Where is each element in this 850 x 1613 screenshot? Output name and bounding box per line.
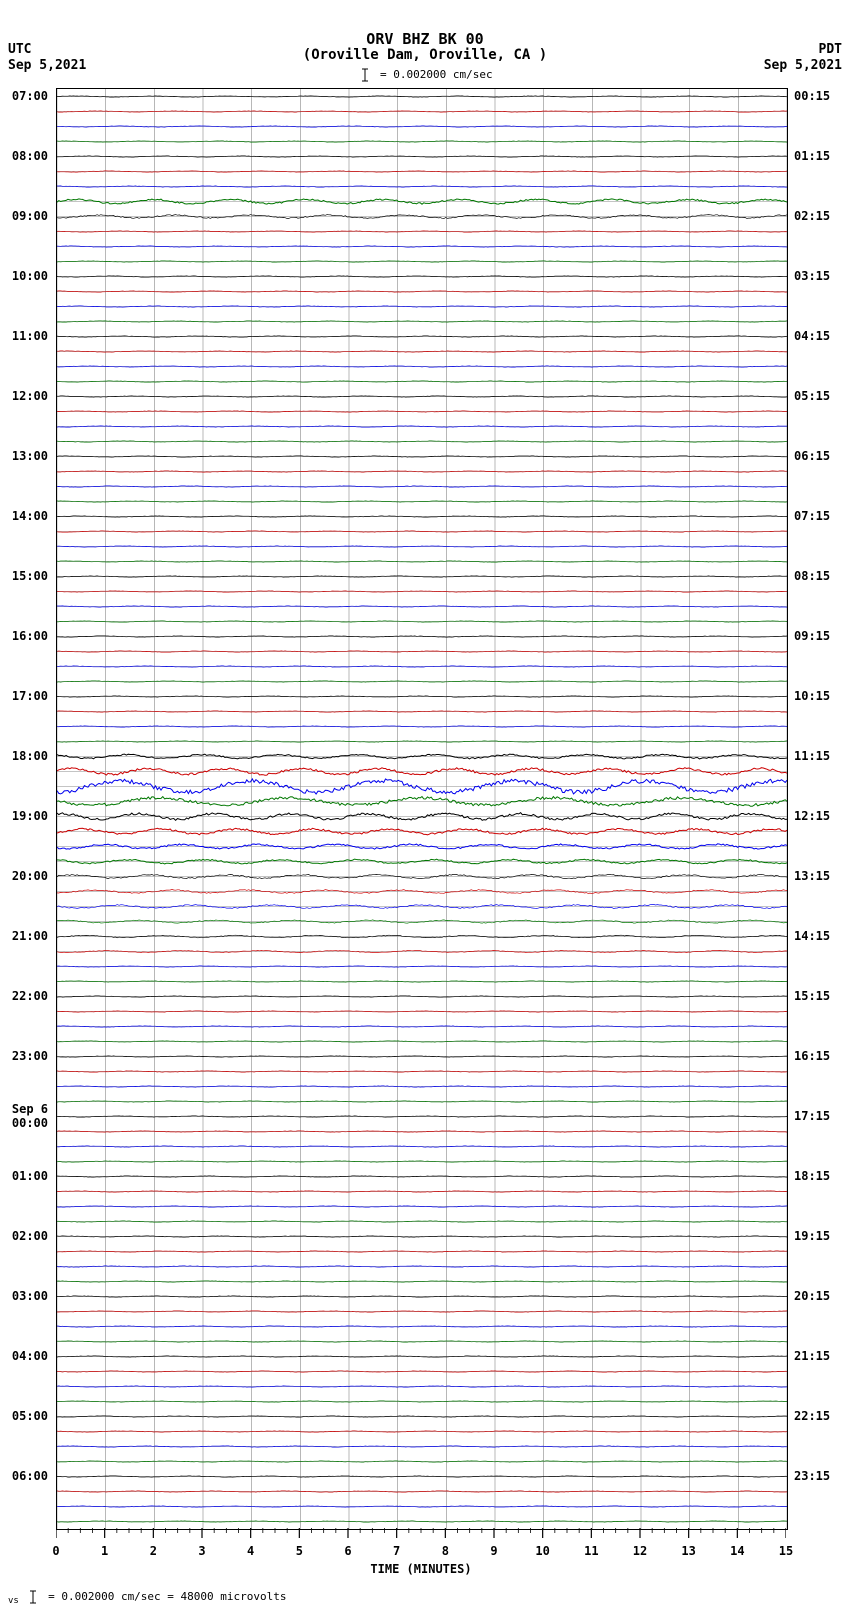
left-hour-label: 09:00 xyxy=(12,209,48,223)
left-hour-label: 17:00 xyxy=(12,689,48,703)
station-subtitle: (Oroville Dam, Oroville, CA ) xyxy=(0,47,850,63)
right-hour-label: 16:15 xyxy=(794,1049,830,1063)
x-tick-label: 4 xyxy=(247,1544,254,1558)
right-hour-label: 08:15 xyxy=(794,569,830,583)
left-hour-label: 06:00 xyxy=(12,1469,48,1483)
tz-right: PDT xyxy=(819,42,842,57)
left-hour-label: 10:00 xyxy=(12,269,48,283)
left-hour-label: 16:00 xyxy=(12,629,48,643)
x-tick-label: 10 xyxy=(535,1544,549,1558)
x-tick-label: 15 xyxy=(779,1544,793,1558)
right-hour-label: 19:15 xyxy=(794,1229,830,1243)
right-hour-label: 21:15 xyxy=(794,1349,830,1363)
x-tick-label: 12 xyxy=(633,1544,647,1558)
left-hour-label: 07:00 xyxy=(12,89,48,103)
date-right: Sep 5,2021 xyxy=(764,58,842,73)
tz-left: UTC xyxy=(8,42,31,57)
scale-label: = 0.002000 cm/sec xyxy=(0,68,850,82)
left-hour-label: Sep 600:00 xyxy=(12,1102,48,1130)
x-axis-ticks xyxy=(56,1528,786,1544)
footer-scale: vs = 0.002000 cm/sec = 48000 microvolts xyxy=(8,1590,287,1606)
helicorder-svg xyxy=(57,89,787,1529)
right-hour-label: 04:15 xyxy=(794,329,830,343)
x-tick-label: 14 xyxy=(730,1544,744,1558)
left-hour-label: 11:00 xyxy=(12,329,48,343)
x-tick-label: 2 xyxy=(150,1544,157,1558)
right-hour-label: 05:15 xyxy=(794,389,830,403)
right-hour-label: 09:15 xyxy=(794,629,830,643)
x-tick-label: 13 xyxy=(681,1544,695,1558)
x-tick-label: 5 xyxy=(296,1544,303,1558)
x-tick-label: 8 xyxy=(442,1544,449,1558)
right-hour-label: 13:15 xyxy=(794,869,830,883)
left-hour-label: 21:00 xyxy=(12,929,48,943)
station-title: ORV BHZ BK 00 xyxy=(0,30,850,48)
left-hour-label: 08:00 xyxy=(12,149,48,163)
x-tick-label: 0 xyxy=(52,1544,59,1558)
right-time-labels: 00:15 01:15 02:15 03:15 04:15 05:15 06:15 07:15… xyxy=(790,88,848,1528)
x-tick-label: 11 xyxy=(584,1544,598,1558)
date-left: Sep 5,2021 xyxy=(8,58,86,73)
x-axis: 0123456789101112131415 TIME (MINUTES) xyxy=(56,1528,786,1588)
left-hour-label: 14:00 xyxy=(12,509,48,523)
seismogram-container: ORV BHZ BK 00 (Oroville Dam, Oroville, C… xyxy=(0,0,850,1613)
right-hour-label: 14:15 xyxy=(794,929,830,943)
left-hour-label: 02:00 xyxy=(12,1229,48,1243)
right-hour-label: 11:15 xyxy=(794,749,830,763)
right-hour-label: 15:15 xyxy=(794,989,830,1003)
x-tick-label: 9 xyxy=(490,1544,497,1558)
left-hour-label: 04:00 xyxy=(12,1349,48,1363)
left-hour-label: 23:00 xyxy=(12,1049,48,1063)
footer-text: = 0.002000 cm/sec = 48000 microvolts xyxy=(48,1590,286,1603)
right-hour-label: 22:15 xyxy=(794,1409,830,1423)
right-hour-label: 03:15 xyxy=(794,269,830,283)
right-hour-label: 23:15 xyxy=(794,1469,830,1483)
left-hour-label: 15:00 xyxy=(12,569,48,583)
helicorder-plot xyxy=(56,88,788,1530)
scale-text: = 0.002000 cm/sec xyxy=(380,68,493,81)
right-hour-label: 12:15 xyxy=(794,809,830,823)
left-hour-label: 03:00 xyxy=(12,1289,48,1303)
right-hour-label: 20:15 xyxy=(794,1289,830,1303)
left-hour-label: 12:00 xyxy=(12,389,48,403)
left-hour-label: 18:00 xyxy=(12,749,48,763)
right-hour-label: 01:15 xyxy=(794,149,830,163)
right-hour-label: 06:15 xyxy=(794,449,830,463)
left-time-labels: 07:00 08:00 09:00 10:00 11:00 12:00 13:00 14:00… xyxy=(0,88,52,1528)
left-hour-label: 22:00 xyxy=(12,989,48,1003)
x-tick-label: 6 xyxy=(344,1544,351,1558)
right-hour-label: 07:15 xyxy=(794,509,830,523)
x-tick-label: 7 xyxy=(393,1544,400,1558)
x-tick-label: 3 xyxy=(198,1544,205,1558)
left-hour-label: 13:00 xyxy=(12,449,48,463)
x-axis-title: TIME (MINUTES) xyxy=(56,1562,786,1576)
right-hour-label: 17:15 xyxy=(794,1109,830,1123)
left-hour-label: 01:00 xyxy=(12,1169,48,1183)
x-tick-label: 1 xyxy=(101,1544,108,1558)
right-hour-label: 18:15 xyxy=(794,1169,830,1183)
right-hour-label: 00:15 xyxy=(794,89,830,103)
left-hour-label: 19:00 xyxy=(12,809,48,823)
right-hour-label: 02:15 xyxy=(794,209,830,223)
left-hour-label: 20:00 xyxy=(12,869,48,883)
left-hour-label: 05:00 xyxy=(12,1409,48,1423)
right-hour-label: 10:15 xyxy=(794,689,830,703)
